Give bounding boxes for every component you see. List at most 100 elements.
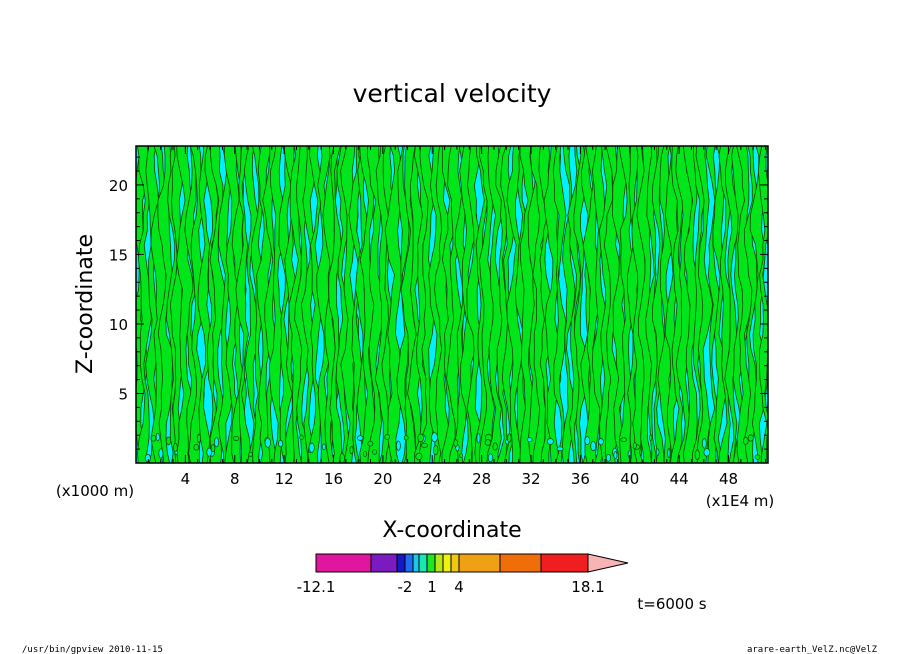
updraft-plume [466, 146, 483, 463]
small-cell [459, 452, 463, 458]
y-tick-label: 15 [109, 246, 128, 264]
small-cell [173, 442, 178, 453]
updraft-plume [486, 146, 504, 463]
small-cell [396, 440, 401, 451]
updraft-plume [224, 146, 242, 463]
small-cell [384, 434, 390, 440]
colorbar-segment [315, 553, 372, 573]
small-cell [155, 432, 160, 442]
colorbar-segment [450, 553, 460, 573]
y-axis-ticks: 5 10 15 20 [109, 156, 768, 450]
small-cell [421, 442, 428, 448]
x-tick-label: 8 [230, 470, 240, 488]
x-tick-label: 36 [571, 470, 590, 488]
small-cell [193, 444, 200, 451]
small-cell [649, 434, 653, 442]
colorbar-segment [442, 553, 452, 573]
small-cell [363, 451, 368, 457]
colorbar [315, 553, 629, 573]
small-cell [233, 435, 240, 441]
updraft-plume [736, 146, 753, 463]
y-tick-label: 5 [118, 385, 128, 403]
updraft-plume [209, 146, 226, 463]
small-cell [556, 446, 564, 452]
small-cell [747, 434, 754, 442]
x-tick-label: 28 [472, 470, 491, 488]
colorbar-segment [404, 553, 414, 573]
colorbar-segment [434, 553, 444, 573]
small-cell [620, 437, 627, 443]
plot-frame [135, 145, 769, 464]
small-cell [206, 447, 212, 457]
colorbar-segment [426, 553, 436, 573]
x-axis-label: X-coordinate [382, 518, 521, 543]
colorbar-label: 4 [454, 578, 464, 596]
small-cell [613, 451, 618, 460]
small-cell [248, 451, 253, 457]
small-cell [694, 449, 700, 460]
y-tick-label: 20 [109, 177, 128, 195]
colorbar-arrow [587, 553, 629, 573]
small-cell [598, 438, 604, 446]
colorbar-segment [418, 553, 428, 573]
small-cell [492, 442, 498, 451]
updraft-plume [682, 146, 700, 463]
updraft-plume [413, 146, 432, 463]
colorbar-segment [540, 553, 589, 573]
small-cell [633, 442, 637, 450]
updraft-plume [695, 146, 714, 463]
updraft-plume [478, 146, 496, 463]
updraft-plume [235, 146, 252, 463]
updraft-plume [692, 146, 707, 463]
x-tick-label: 4 [181, 470, 191, 488]
colorbar-label: 18.1 [571, 578, 604, 596]
small-cell [415, 452, 423, 461]
colorbar-segment [412, 553, 420, 573]
updraft-plume [675, 146, 693, 463]
colorbar-segment [499, 553, 542, 573]
small-cell [150, 434, 157, 442]
x-tick-label: 12 [275, 470, 294, 488]
small-cell [476, 433, 481, 444]
updraft-plume [705, 146, 721, 463]
colorbar-label: 1 [427, 578, 437, 596]
small-cell [526, 437, 533, 443]
colorbar-labels: -12.1 -2 1 4 18.1 [297, 578, 605, 596]
small-cell [144, 453, 151, 463]
colorbar-label: -12.1 [297, 578, 336, 596]
x-tick-label: 24 [423, 470, 442, 488]
small-cell [754, 454, 761, 460]
small-cell [417, 433, 424, 443]
updraft-plume [552, 146, 567, 463]
small-cell [210, 443, 216, 453]
small-cell [349, 446, 354, 455]
x-axis-ticks: 4 8 12 16 20 24 28 32 36 40 44 48 [147, 146, 767, 488]
small-cell [656, 448, 660, 456]
small-cell [372, 449, 377, 455]
colorbar-segment [370, 553, 398, 573]
small-cell [484, 439, 492, 446]
small-cell [403, 435, 409, 441]
updraft-plume [743, 146, 759, 463]
small-cell [701, 438, 707, 449]
updraft-plume [157, 146, 173, 463]
y-tick-label: 10 [109, 316, 128, 334]
small-cell [308, 442, 315, 453]
small-cell [213, 437, 220, 448]
small-cell [165, 436, 172, 446]
small-cell [433, 444, 439, 456]
x-unit-label: (x1E4 m) [706, 492, 775, 510]
small-cell [742, 437, 749, 445]
small-cell [158, 448, 164, 459]
updraft-plume [419, 146, 438, 463]
colorbar-label: -2 [398, 578, 413, 596]
small-cell [590, 441, 597, 452]
footer-right: arare-earth_VelZ.nc@VelZ [747, 645, 878, 654]
updraft-plume [176, 146, 195, 463]
footer-left: /usr/bin/gpview 2010-11-15 [22, 645, 163, 654]
small-cell [339, 452, 345, 463]
x-tick-label: 20 [373, 470, 392, 488]
small-cell [367, 440, 374, 447]
